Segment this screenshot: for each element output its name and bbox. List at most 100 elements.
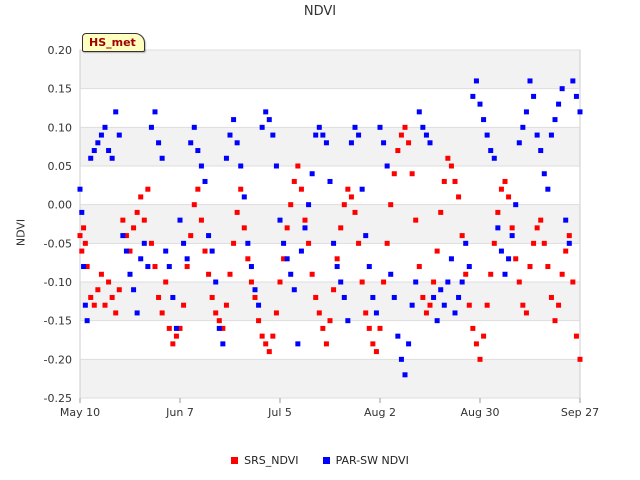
data-point (141, 217, 147, 223)
data-point (520, 302, 526, 308)
data-point (259, 124, 265, 130)
data-point (295, 163, 301, 169)
data-point (188, 140, 194, 146)
legend-swatch-parsw (322, 457, 330, 464)
data-point (91, 148, 97, 154)
data-point (434, 318, 440, 324)
data-point (81, 225, 87, 231)
data-point (256, 302, 262, 308)
data-point (420, 294, 426, 300)
data-point (556, 302, 562, 308)
data-point (291, 287, 297, 293)
data-point (463, 240, 469, 246)
data-point (98, 271, 104, 277)
data-point (145, 186, 151, 192)
data-point (223, 155, 229, 161)
data-point (102, 124, 108, 130)
data-point (470, 93, 476, 99)
data-point (206, 233, 212, 239)
data-point (281, 256, 287, 262)
data-point (227, 271, 233, 277)
data-point (527, 264, 533, 270)
data-point (327, 178, 333, 184)
data-point (520, 124, 526, 130)
x-tick-label: Aug 2 (364, 406, 396, 419)
data-point (79, 248, 85, 254)
data-point (213, 279, 219, 285)
data-point (95, 287, 101, 293)
data-point (538, 217, 544, 223)
data-point (370, 294, 376, 300)
data-point (377, 325, 383, 331)
data-point (345, 318, 351, 324)
data-point (509, 225, 515, 231)
data-point (363, 310, 369, 316)
legend-item-parsw[interactable]: PAR-SW NDVI (322, 454, 409, 467)
data-point (181, 240, 187, 246)
y-tick-label: 0.20 (48, 44, 73, 57)
data-point (173, 333, 179, 339)
data-point (538, 148, 544, 154)
data-point (79, 209, 85, 215)
data-point (373, 349, 379, 355)
data-marks (77, 78, 583, 378)
legend-item-srs[interactable]: SRS_NDVI (231, 454, 299, 467)
data-point (84, 264, 90, 270)
data-point (366, 264, 372, 270)
data-point (102, 302, 108, 308)
data-point (277, 217, 283, 223)
data-point (548, 294, 554, 300)
grid-lines (80, 49, 580, 399)
data-point (259, 333, 265, 339)
x-tick-label: May 10 (60, 406, 100, 419)
site-badge: HS_met (82, 33, 145, 52)
data-point (341, 202, 347, 208)
data-point (481, 333, 487, 339)
data-point (116, 132, 122, 138)
data-point (245, 240, 251, 246)
data-point (316, 310, 322, 316)
data-point (106, 148, 112, 154)
data-point (331, 240, 337, 246)
data-point (320, 325, 326, 331)
x-tick-labels: May 10 Jun 7 Jul 5 Aug 2 Aug 30 Sep 27 (60, 398, 599, 419)
data-point (477, 356, 483, 362)
data-point (84, 318, 90, 324)
plot-band (80, 50, 580, 89)
data-point (220, 341, 226, 347)
data-point (288, 202, 294, 208)
data-point (159, 155, 165, 161)
data-point (545, 186, 551, 192)
data-point (170, 294, 176, 300)
data-point (516, 140, 522, 146)
data-point (223, 302, 229, 308)
data-point (248, 279, 254, 285)
data-point (406, 341, 412, 347)
data-point (427, 302, 433, 308)
data-point (438, 209, 444, 215)
data-point (313, 132, 319, 138)
data-point (113, 109, 119, 115)
data-point (295, 341, 301, 347)
plot-bands (80, 50, 580, 398)
legend-swatch-srs (231, 457, 239, 464)
data-point (241, 225, 247, 231)
x-tick-label: Aug 30 (461, 406, 500, 419)
data-point (398, 132, 404, 138)
data-point (570, 279, 576, 285)
data-point (323, 140, 329, 146)
data-point (120, 233, 126, 239)
data-point (177, 325, 183, 331)
data-point (384, 240, 390, 246)
data-point (177, 217, 183, 223)
data-point (345, 186, 351, 192)
data-point (91, 302, 97, 308)
data-point (338, 279, 344, 285)
y-tick-label: -0.20 (44, 353, 72, 366)
data-point (213, 310, 219, 316)
y-tick-label: 0.15 (48, 83, 73, 96)
data-point (466, 302, 472, 308)
data-point (320, 132, 326, 138)
data-point (431, 279, 437, 285)
data-point (188, 233, 194, 239)
